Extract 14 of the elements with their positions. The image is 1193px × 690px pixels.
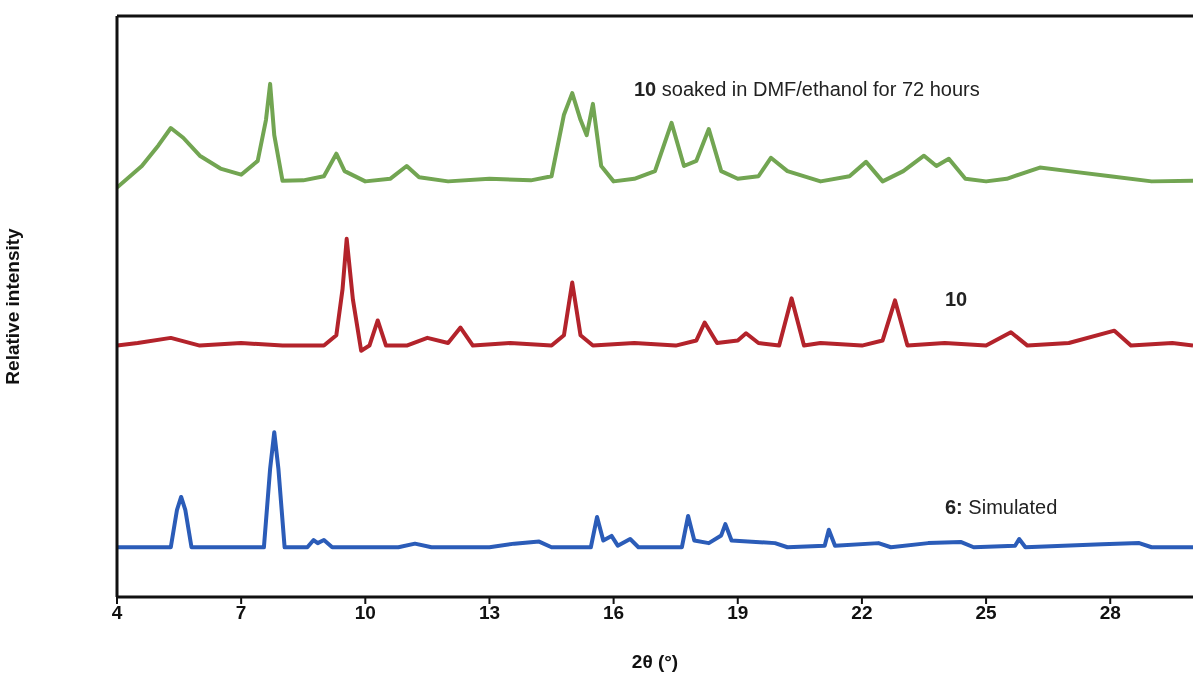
- x-tick-label: 4: [111, 602, 123, 624]
- series-label: 10: [945, 288, 968, 310]
- x-tick-label: 7: [235, 602, 247, 624]
- series-label: 6: Simulated: [945, 496, 1058, 519]
- text: 10 soaked in DMF/ethanol for 72 hours: [634, 78, 980, 101]
- y-axis-title: Relative intensity: [1, 227, 23, 385]
- x-tick-label: 13: [478, 602, 501, 624]
- x-tick-label: 28: [1099, 602, 1121, 624]
- x-tick-label: 25: [975, 602, 998, 624]
- x-tick-label: 10: [354, 602, 376, 624]
- x-tick-label: 16: [603, 602, 625, 624]
- x-axis-title: 2θ (°): [631, 651, 679, 672]
- x-tick-label: 22: [851, 602, 873, 624]
- x-tick-label: 19: [727, 602, 749, 624]
